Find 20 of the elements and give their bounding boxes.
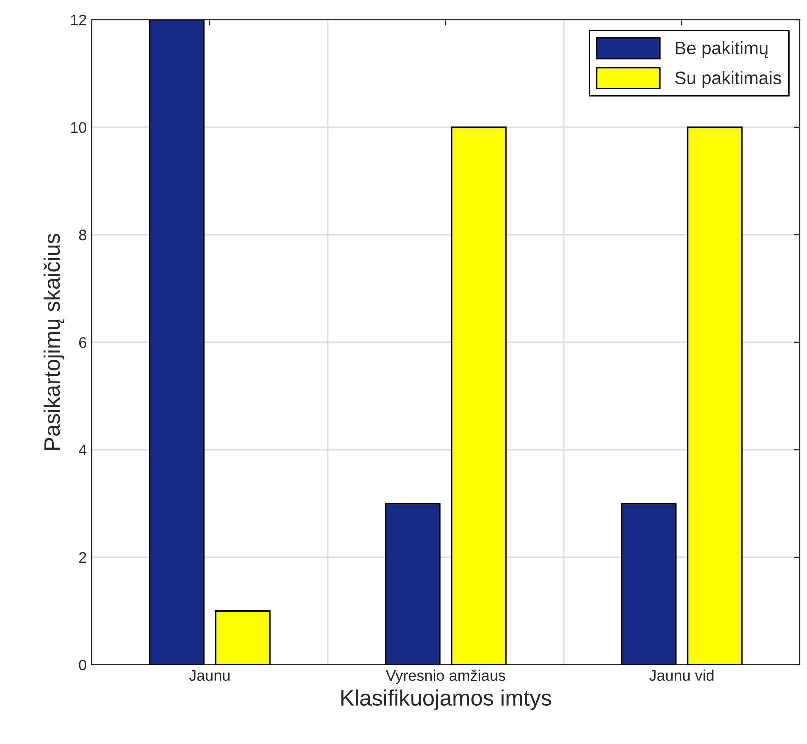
x-tick-label: Jaunu bbox=[189, 670, 230, 682]
x-tick-label: Jaunu vid bbox=[650, 670, 714, 682]
y-tick-label: 2 bbox=[79, 552, 86, 564]
x-tick-label: Vyresnio amžiaus bbox=[386, 670, 506, 684]
y-axis-title: Pasikartojimų skaičius bbox=[44, 234, 65, 450]
y-tick-label: 6 bbox=[79, 337, 86, 348]
y-tick-label: 12 bbox=[71, 14, 86, 26]
y-tick-label: 10 bbox=[71, 122, 87, 134]
legend-label: Su pakitimais bbox=[675, 71, 782, 88]
bar bbox=[149, 20, 205, 665]
bar bbox=[385, 503, 441, 665]
bar bbox=[621, 503, 677, 665]
y-tick-label: 4 bbox=[78, 445, 87, 456]
y-tick-label: 8 bbox=[79, 230, 86, 241]
legend-label: Be pakitimų bbox=[676, 41, 768, 58]
x-axis-title: Klasifikuojamos imtys bbox=[342, 690, 552, 710]
bar bbox=[215, 610, 271, 665]
bar bbox=[687, 126, 743, 665]
bar bbox=[451, 126, 507, 665]
y-tick-label: 0 bbox=[79, 660, 87, 671]
